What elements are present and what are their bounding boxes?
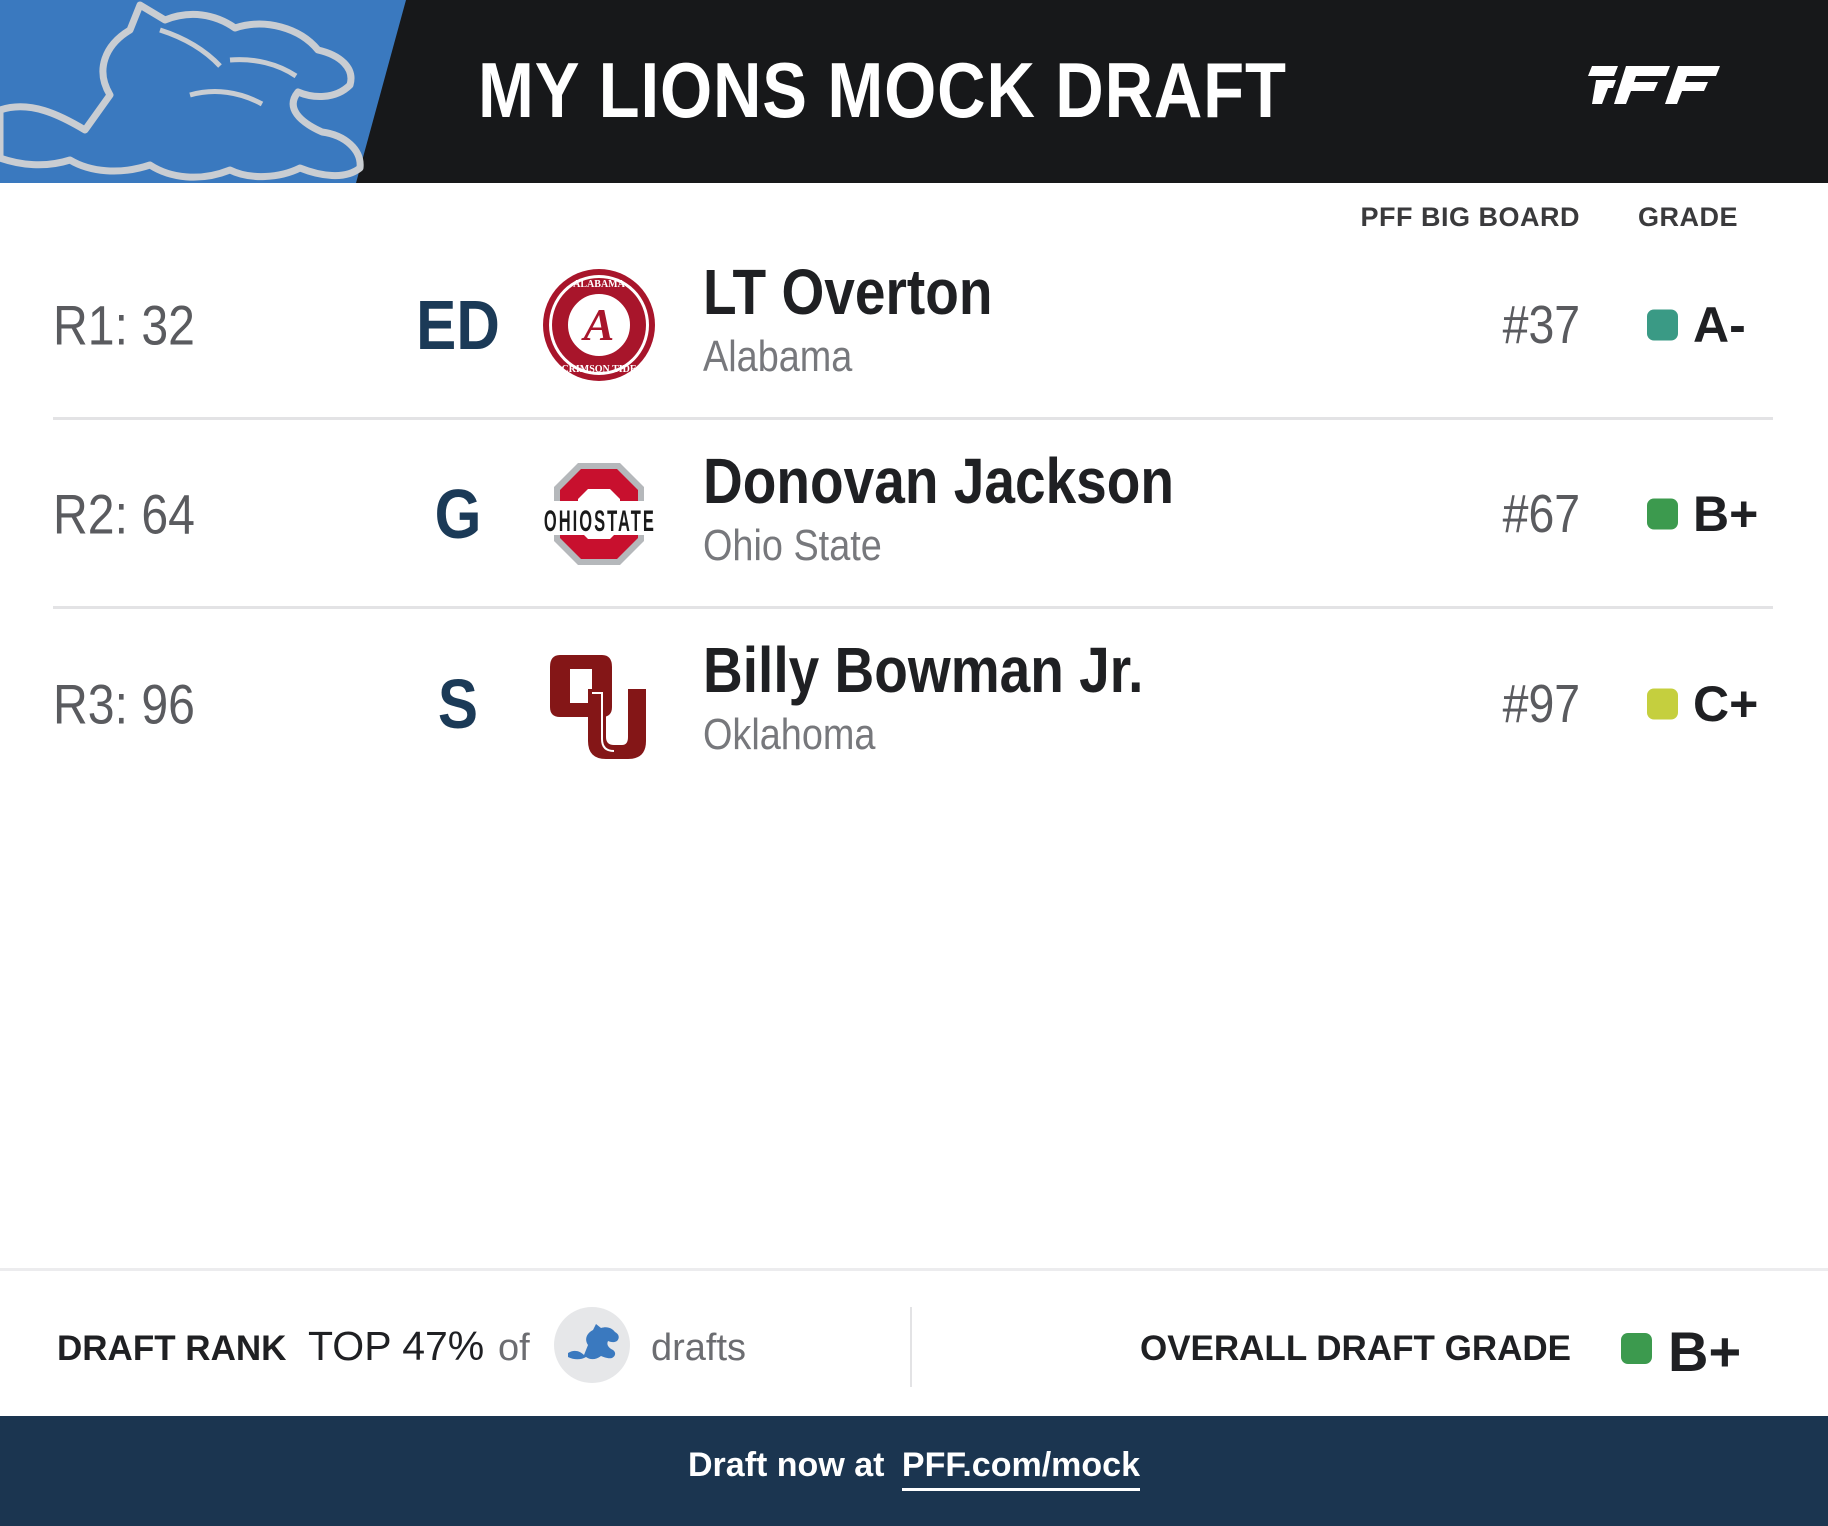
lions-logo-icon: [0, 0, 406, 183]
grade-indicator: [1647, 498, 1678, 529]
grade-column-header: GRADE: [1638, 202, 1739, 232]
ohio-state-logo-icon: OHIOSTATE: [540, 455, 658, 573]
footer-text: Draft now at: [688, 1446, 885, 1484]
big-board-rank: #97: [1502, 674, 1580, 734]
draft-rank-of-text: of: [498, 1327, 530, 1369]
big-board-rank: #67: [1502, 483, 1580, 544]
svg-text:CRIMSON TIDE: CRIMSON TIDE: [561, 364, 636, 375]
pick-grade: C+: [1693, 676, 1759, 732]
pick-number: R1: 32: [53, 293, 195, 356]
page-title: MY LIONS MOCK DRAFT: [478, 46, 1287, 134]
player-school: Oklahoma: [703, 710, 876, 759]
draft-rank-value: TOP 47%: [308, 1323, 485, 1369]
pick-number: R2: 64: [53, 482, 195, 545]
pick-row: R2: 64 G OHIOSTATE Donovan Jackson Ohio …: [53, 421, 1773, 609]
draft-summary: DRAFT RANK TOP 47% of drafts OVERALL DRA…: [0, 1268, 1828, 1416]
svg-text:OHIOSTATE: OHIOSTATE: [544, 504, 654, 537]
overall-grade-label: OVERALL DRAFT GRADE: [1139, 1329, 1571, 1368]
grade-indicator: [1647, 688, 1678, 720]
summary-divider: [910, 1307, 912, 1387]
player-school: Ohio State: [703, 521, 882, 570]
player-name: LT Overton: [703, 256, 993, 328]
pick-grade: A-: [1693, 296, 1746, 353]
pick-number: R3: 96: [53, 672, 195, 736]
draft-rank-drafts-text: drafts: [651, 1327, 747, 1369]
pick-row: R3: 96 S Billy Bowman Jr. Oklahoma #97 C…: [53, 610, 1773, 798]
pick-grade: B+: [1693, 485, 1759, 542]
footer-cta: Draft now at PFF.com/mock: [0, 1446, 1828, 1491]
player-name: Donovan Jackson: [703, 445, 1175, 517]
big-board-rank: #37: [1502, 294, 1580, 355]
pff-logo-icon: [1588, 66, 1720, 104]
player-school: Alabama: [703, 332, 853, 381]
overall-grade: B+: [1668, 1320, 1742, 1383]
pick-position: G: [434, 474, 482, 553]
big-board-column-header: PFF BIG BOARD: [1360, 202, 1580, 232]
footer-banner: Draft now at PFF.com/mock: [0, 1416, 1828, 1526]
pick-row: R1: 32 ED A ALABAMA CRIMSON TIDE LT Over…: [53, 232, 1773, 420]
player-name: Billy Bowman Jr.: [703, 634, 1144, 706]
lions-avatar-icon: [554, 1307, 630, 1383]
grade-indicator: [1647, 309, 1678, 340]
pick-position: S: [437, 665, 479, 743]
draft-rank-label: DRAFT RANK: [57, 1329, 287, 1368]
pick-position: ED: [416, 285, 500, 364]
svg-text:A: A: [581, 299, 615, 350]
pff-mock-link[interactable]: PFF.com/mock: [901, 1446, 1140, 1491]
overall-grade-indicator: [1621, 1333, 1652, 1364]
oklahoma-logo-icon: [540, 645, 658, 763]
svg-text:ALABAMA: ALABAMA: [573, 279, 625, 290]
header-banner: MY LIONS MOCK DRAFT: [0, 0, 1828, 183]
alabama-logo-icon: A ALABAMA CRIMSON TIDE: [540, 266, 658, 384]
